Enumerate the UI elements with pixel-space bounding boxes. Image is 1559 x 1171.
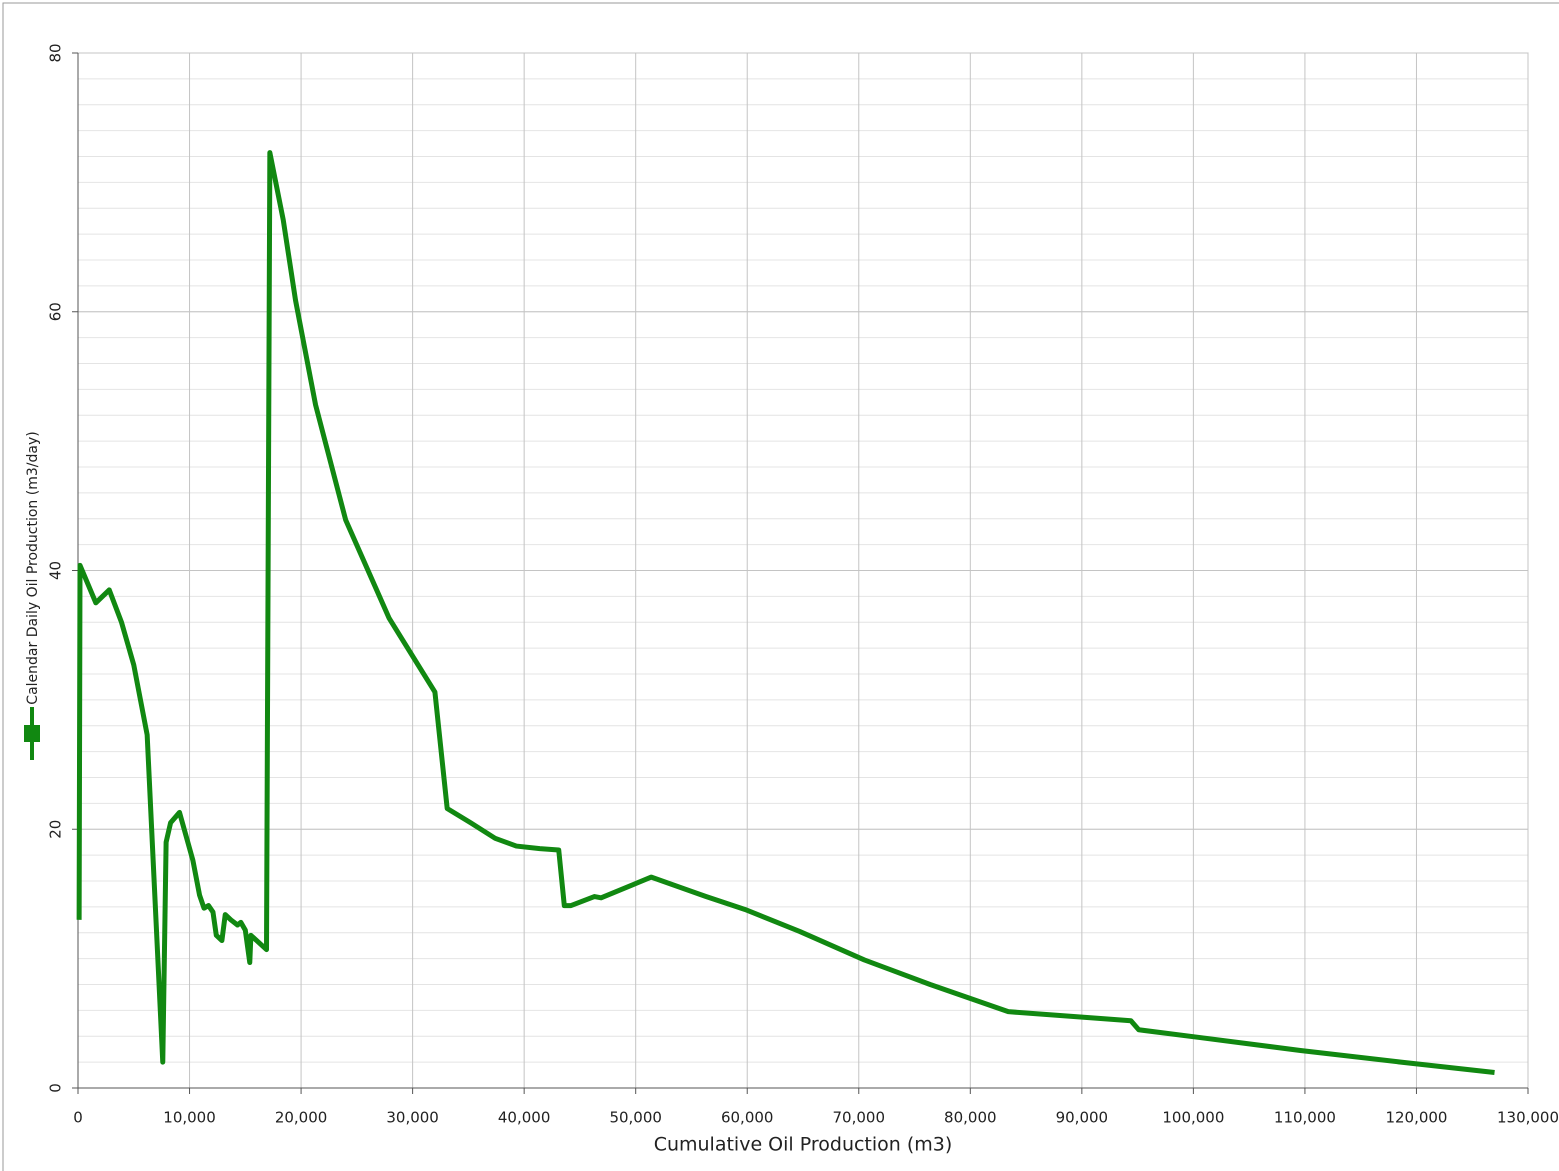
x-tick-label: 70,000 xyxy=(833,1109,886,1127)
x-tick-label: 40,000 xyxy=(498,1109,551,1127)
x-tick-label: 60,000 xyxy=(721,1109,774,1127)
x-axis-title: Cumulative Oil Production (m3) xyxy=(654,1134,953,1156)
x-tick-label: 10,000 xyxy=(163,1109,216,1127)
y-tick-label: 80 xyxy=(47,43,65,62)
x-tick-label: 30,000 xyxy=(386,1109,439,1127)
x-tick-label: 100,000 xyxy=(1162,1109,1224,1127)
x-tick-label: 80,000 xyxy=(944,1109,997,1127)
y-tick-label: 20 xyxy=(47,820,65,839)
x-tick-label: 110,000 xyxy=(1274,1109,1336,1127)
data-line xyxy=(76,150,1495,1075)
y-tick-label: 40 xyxy=(47,561,65,580)
y-tick-label: 60 xyxy=(47,302,65,321)
x-tick-label: 0 xyxy=(73,1109,83,1127)
y-tick-label: 0 xyxy=(47,1083,65,1093)
y-axis-title: Calendar Daily Oil Production (m3/day) xyxy=(25,431,41,704)
x-tick-label: 90,000 xyxy=(1056,1109,1109,1127)
x-tick-label: 20,000 xyxy=(275,1109,328,1127)
x-tick-label: 50,000 xyxy=(609,1109,662,1127)
x-tick-label: 120,000 xyxy=(1385,1109,1447,1127)
x-tick-label: 130,000 xyxy=(1497,1109,1559,1127)
legend-swatch xyxy=(24,725,40,742)
